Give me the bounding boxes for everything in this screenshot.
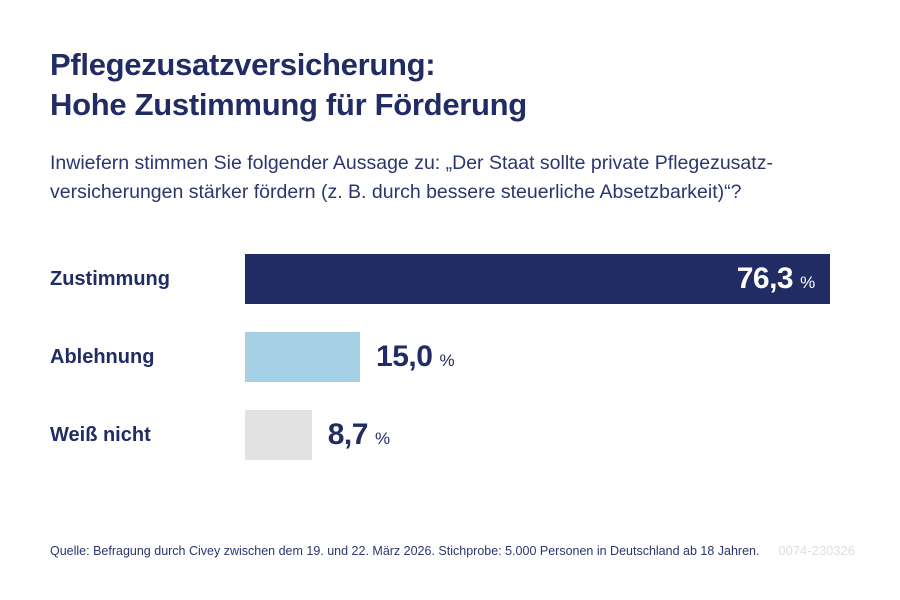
value-label: 15,0% [376, 340, 455, 374]
value-number: 8,7 [327, 418, 369, 451]
value-label: 76,3% [737, 262, 831, 296]
chart-row: Zustimmung 76,3% [50, 254, 855, 304]
category-label: Weiß nicht [50, 423, 151, 446]
bar-track: 76,3% [245, 254, 855, 304]
percent-sign: % [374, 429, 391, 448]
title-line-1: Pflegezusatzversicherung: [50, 47, 436, 82]
percent-sign: % [800, 273, 816, 292]
title-line-2: Hohe Zustimmung für Förderung [50, 87, 527, 122]
survey-question: Inwiefern stimmen Sie folgender Aussage … [50, 152, 773, 203]
bar-segment [245, 332, 361, 382]
category-label: Zustimmung [50, 267, 170, 290]
chart-row: Weiß nicht 8,7% [50, 410, 855, 460]
bar-chart: Zustimmung 76,3% Ablehnung 15,0% Weiß nicht 8… [50, 254, 855, 460]
bar-segment [245, 410, 312, 460]
page-title: Pflegezusatzversicherung: Hohe Zustimmung… [50, 45, 855, 125]
bar-segment: 76,3% [245, 254, 831, 304]
category-label: Ablehnung [50, 345, 155, 368]
bar-track: 15,0% [245, 332, 855, 382]
bar-track: 8,7% [245, 410, 855, 460]
value-number: 76,3 [736, 262, 794, 295]
survey-id: 0074-230326 [778, 543, 855, 558]
percent-sign: % [439, 351, 455, 370]
chart-row: Ablehnung 15,0% [50, 332, 855, 382]
value-number: 15,0 [376, 340, 433, 373]
value-label: 8,7% [328, 418, 390, 452]
source-note: Quelle: Befragung durch Civey zwischen d… [50, 544, 760, 558]
footer: Quelle: Befragung durch Civey zwischen d… [50, 543, 855, 558]
